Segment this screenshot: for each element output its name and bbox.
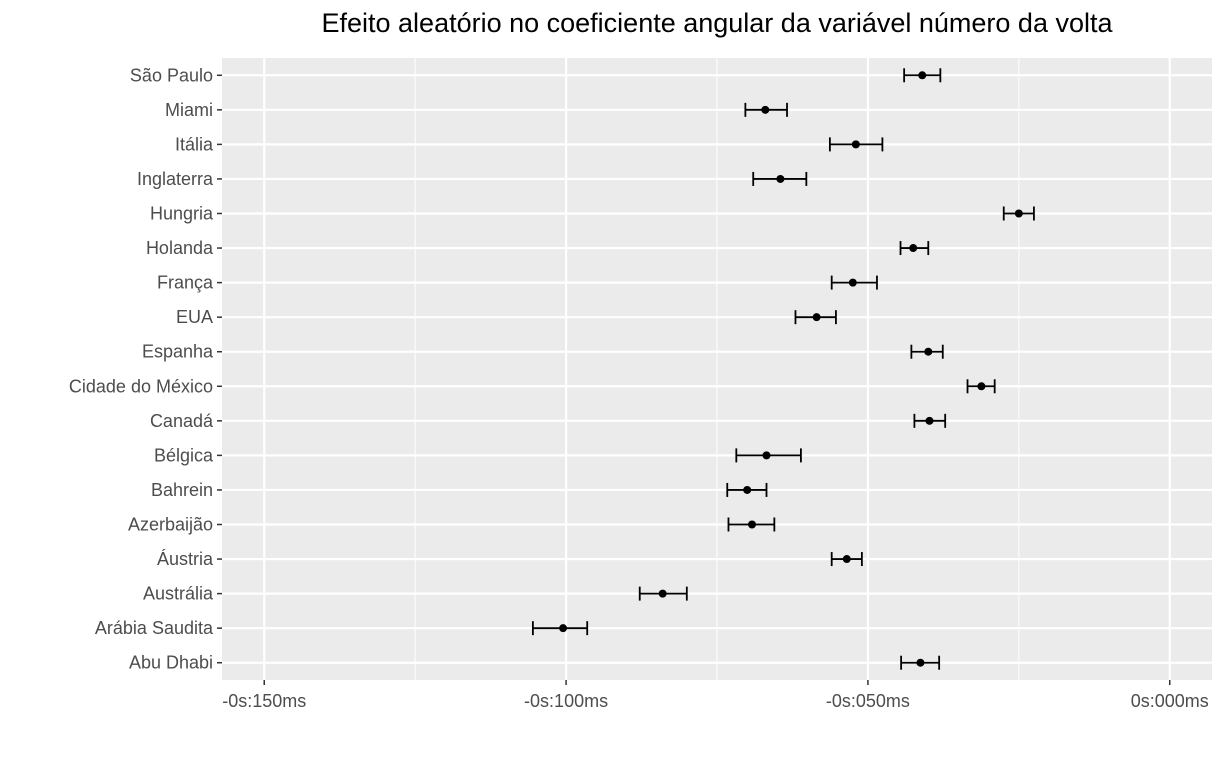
estimate-point <box>848 278 857 287</box>
error-bar-group <box>966 379 996 394</box>
chart-title: Efeito aleatório no coeficiente angular … <box>321 8 1113 38</box>
x-tick-label: 0s:000ms <box>1131 691 1209 711</box>
estimate-point <box>918 71 927 80</box>
y-tick-label: Holanda <box>146 238 214 258</box>
y-tick-label: Inglaterra <box>137 169 214 189</box>
error-bar-group <box>794 310 837 325</box>
error-bar-group <box>752 171 808 186</box>
estimate-point <box>762 451 771 460</box>
estimate-point <box>559 624 568 633</box>
estimate-point <box>925 416 934 425</box>
error-bar-group <box>913 413 947 428</box>
error-bar-group <box>531 621 589 636</box>
y-tick-label: Bélgica <box>154 445 214 465</box>
estimate-point <box>916 658 925 667</box>
estimate-point <box>658 589 667 598</box>
y-tick-label: Espanha <box>142 342 214 362</box>
estimate-point <box>776 174 785 183</box>
error-bar-group <box>727 517 776 532</box>
estimate-point <box>812 313 821 322</box>
error-bar-group <box>726 482 768 497</box>
y-tick-label: Itália <box>175 134 214 154</box>
estimate-point <box>748 520 757 529</box>
error-bar-group <box>744 102 788 117</box>
y-tick-label: Abu Dhabi <box>129 653 213 673</box>
axes: São Paulo Miami Itália Inglaterra Hungria Hol… <box>69 65 1209 711</box>
estimate-point <box>924 347 933 356</box>
estimate-point <box>909 244 918 253</box>
y-tick-label: EUA <box>176 307 213 327</box>
error-bar-group <box>735 448 802 463</box>
error-bars <box>531 68 1035 670</box>
error-bar-group <box>903 68 942 83</box>
error-bar-group <box>828 137 884 152</box>
estimate-point <box>761 105 770 114</box>
y-tick-label: Austrália <box>143 584 214 604</box>
error-bar-group <box>899 241 930 256</box>
y-tick-label: Hungria <box>150 204 214 224</box>
y-tick-label: Miami <box>165 100 213 120</box>
y-tick-label: Cidade do México <box>69 376 213 396</box>
y-tick-label: Azerbaijão <box>128 515 213 535</box>
error-bar-group <box>830 275 878 290</box>
estimate-point <box>743 485 752 494</box>
y-tick-label: França <box>157 273 214 293</box>
error-bar-group <box>900 655 941 670</box>
estimate-point <box>1014 209 1023 218</box>
y-tick-label: Áustria <box>157 549 214 569</box>
x-tick-label: -0s:100ms <box>524 691 608 711</box>
y-tick-label: Arábia Saudita <box>95 618 214 638</box>
error-bar-group <box>1002 206 1035 221</box>
y-tick-label: Bahrein <box>151 480 213 500</box>
estimate-point <box>977 382 986 391</box>
grid-lines <box>222 58 1212 680</box>
estimate-point <box>851 140 860 149</box>
estimate-point <box>842 555 851 564</box>
x-tick-label: -0s:050ms <box>826 691 910 711</box>
y-tick-label: São Paulo <box>130 65 213 85</box>
x-tick-label: -0s:150ms <box>222 691 306 711</box>
error-bar-group <box>638 586 688 601</box>
y-tick-label: Canadá <box>150 411 214 431</box>
error-bar-group <box>910 344 944 359</box>
error-bar-group <box>830 552 863 567</box>
